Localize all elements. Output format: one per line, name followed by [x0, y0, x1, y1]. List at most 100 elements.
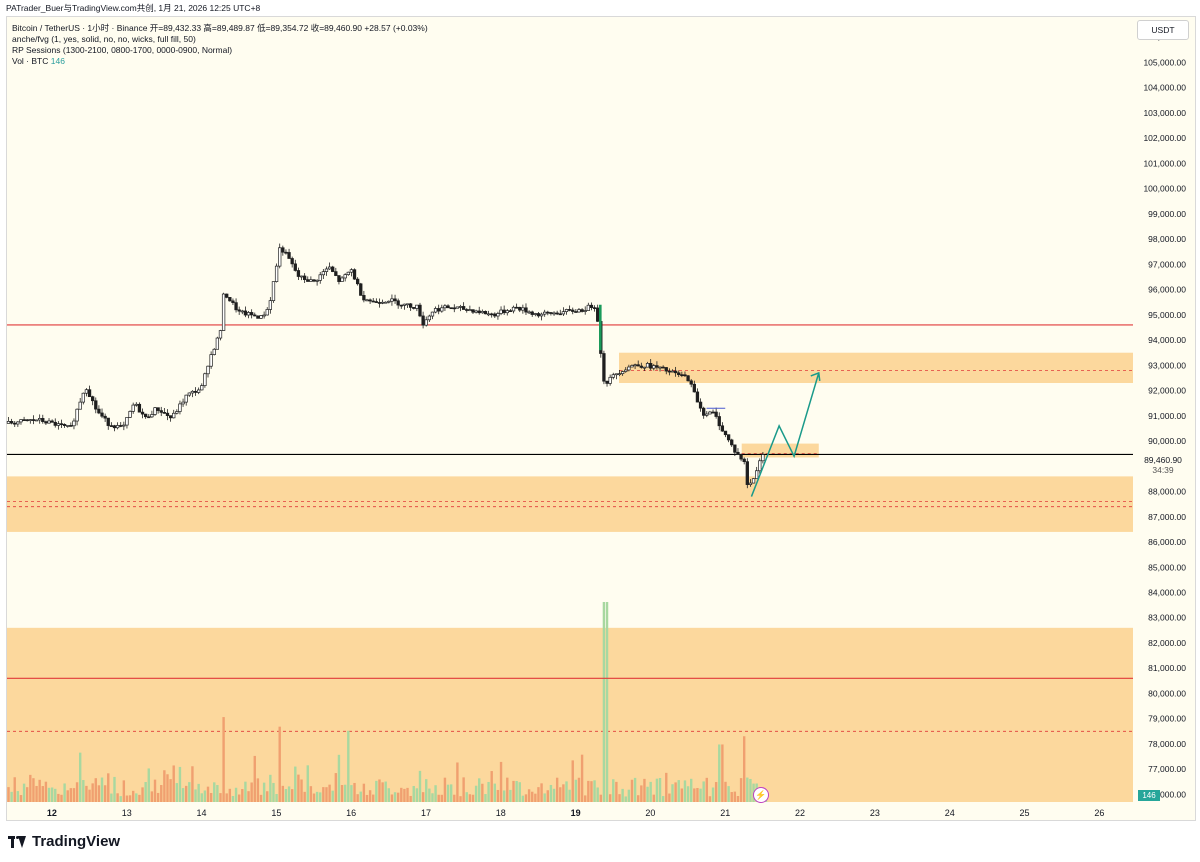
volume-bar [222, 717, 225, 802]
volume-bar [621, 788, 624, 802]
volume-bar [693, 788, 696, 802]
volume-bar [568, 789, 571, 802]
volume-bar [262, 782, 266, 802]
candle-body [31, 419, 36, 421]
candle-body [218, 330, 223, 339]
volume-bar [213, 782, 216, 802]
volume-bar [415, 788, 419, 802]
candle-body [327, 266, 332, 270]
candle-body [533, 313, 537, 315]
candle-body [430, 311, 435, 317]
candle-body [312, 279, 316, 282]
candle-body [340, 277, 344, 282]
volume-bar [347, 730, 350, 802]
candle-body [714, 411, 718, 417]
symbol-legend[interactable]: Bitcoin / TetherUS · 1小时 · Binance 开=89,… [12, 23, 428, 33]
candle-body [471, 309, 475, 313]
volume-bar [163, 770, 166, 802]
candle-body [78, 401, 82, 410]
tradingview-brand[interactable]: TradingView [8, 833, 120, 850]
candle-body [256, 315, 260, 319]
candle-body [246, 312, 251, 316]
volume-legend[interactable]: Vol · BTC 146 [12, 56, 65, 67]
volume-bar [284, 789, 288, 802]
volume-bar [82, 780, 85, 802]
y-tick-label: 94,000.00 [1148, 335, 1186, 345]
candle-body [427, 315, 431, 321]
volume-bar [184, 785, 188, 802]
candle-body [324, 268, 329, 272]
candle-body [455, 306, 460, 309]
candle-body [384, 301, 388, 304]
candle-body [112, 425, 117, 429]
volume-bar [231, 795, 235, 802]
candle-body [474, 310, 478, 313]
candle-body [502, 309, 506, 314]
currency-selector[interactable]: USDT [1137, 20, 1189, 40]
y-tick-label: 93,000.00 [1148, 360, 1186, 370]
volume-bar [315, 791, 319, 802]
y-tick-label: 80,000.00 [1148, 688, 1186, 698]
projection-arrowhead [810, 371, 821, 381]
candle-body [496, 313, 500, 317]
y-tick-label: 86,000.00 [1148, 537, 1186, 547]
x-tick-label: 18 [496, 808, 506, 818]
candle-body [680, 374, 684, 377]
candle-body [119, 425, 123, 427]
candle-body [387, 300, 391, 303]
volume-bar [69, 788, 73, 802]
indicator-legend-sessions[interactable]: RP Sessions (1300-2100, 0800-1700, 0000-… [12, 45, 233, 55]
volume-bar [169, 779, 172, 802]
candle-body [493, 313, 497, 317]
volume-bar [66, 790, 69, 802]
volume-bar [372, 794, 375, 802]
volume-bar [633, 777, 637, 802]
volume-bar [671, 784, 674, 802]
volume-bar [125, 795, 129, 802]
lightning-icon[interactable]: ⚡ [753, 787, 769, 803]
candle-body [708, 411, 712, 415]
candle-body [221, 293, 226, 331]
candle-body [546, 311, 550, 314]
volume-bar [518, 782, 521, 802]
volume-bar [85, 785, 88, 802]
y-tick-label: 104,000.00 [1143, 83, 1186, 93]
y-tick-label: 103,000.00 [1143, 108, 1186, 118]
candle-body [284, 251, 288, 254]
volume-bar [356, 794, 359, 802]
volume-bar [580, 754, 584, 802]
last-price-tag: 89,460.90 34:39 [1137, 455, 1189, 477]
candle-body [761, 454, 765, 462]
volume-bar [340, 785, 344, 802]
candle-body [483, 310, 488, 315]
candle-body [736, 451, 740, 455]
candle-body [717, 416, 721, 427]
candle-body [437, 308, 441, 312]
volume-bar [365, 794, 369, 802]
volume-bar [38, 779, 41, 802]
candle-body [686, 375, 690, 382]
candle-body [449, 307, 453, 310]
volume-bar [478, 778, 481, 802]
candle-body [190, 390, 195, 394]
volume-bar [615, 781, 618, 802]
volume-bar [387, 788, 391, 802]
volume-bar [138, 794, 141, 802]
candle-body [156, 407, 160, 411]
candle-body [38, 418, 42, 421]
volume-bar [384, 781, 387, 802]
candle-body [47, 420, 51, 424]
volume-bar [19, 795, 23, 802]
candle-body [87, 389, 92, 398]
candle-body [337, 275, 341, 282]
indicator-legend-fvg[interactable]: anche/fvg (1, yes, solid, no, no, wicks,… [12, 34, 196, 44]
volume-bar [122, 780, 126, 802]
candle-body [399, 304, 403, 307]
candle-body [343, 274, 347, 279]
volume-bar [153, 779, 157, 802]
volume-bar [605, 602, 609, 802]
volume-bar [524, 794, 528, 802]
candle-body [72, 420, 76, 427]
volume-bar [690, 778, 693, 802]
